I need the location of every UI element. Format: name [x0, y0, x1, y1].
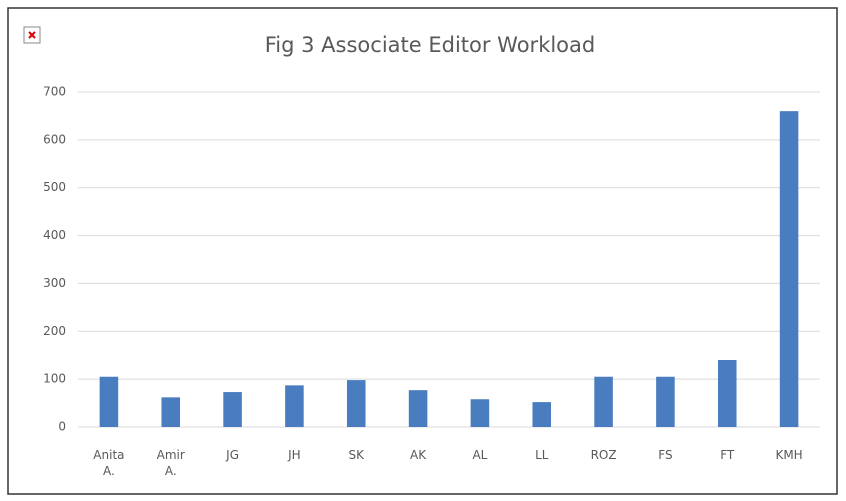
x-tick-label: JG: [226, 448, 239, 462]
bar: [99, 376, 119, 427]
x-tick-label: LL: [535, 448, 549, 462]
x-tick-label: AK: [410, 448, 427, 462]
y-tick-label: 0: [58, 420, 66, 434]
bar: [532, 402, 552, 427]
x-tick-label: FS: [658, 448, 673, 462]
x-tick-label: ROZ: [590, 448, 617, 462]
x-tick-label: KMH: [775, 448, 803, 462]
y-tick-label: 600: [43, 132, 66, 146]
bar: [779, 111, 799, 428]
y-tick-label: 300: [43, 276, 66, 290]
bar: [223, 392, 242, 427]
x-tick-label: FT: [720, 448, 735, 462]
y-tick-label: 400: [43, 228, 66, 242]
bar: [408, 390, 428, 427]
chart-title: Fig 3 Associate Editor Workload: [265, 33, 595, 57]
broken-image-icon: [23, 26, 41, 44]
bar: [470, 399, 490, 427]
bar: [717, 360, 737, 427]
x-tick-label: JH: [288, 448, 301, 462]
bar: [656, 376, 675, 427]
bar: [594, 376, 613, 427]
y-tick-label: 200: [43, 324, 66, 338]
x-tick-label: Amir A.: [156, 448, 185, 478]
x-tick-label: Anita A.: [93, 448, 125, 478]
y-tick-label: 700: [43, 85, 66, 99]
bar: [161, 397, 181, 427]
bar: [346, 380, 366, 427]
y-tick-label: 100: [43, 372, 66, 386]
y-tick-label: 500: [43, 180, 66, 194]
x-tick-label: SK: [348, 448, 365, 462]
x-tick-label: AL: [472, 448, 488, 462]
bar: [285, 385, 304, 427]
